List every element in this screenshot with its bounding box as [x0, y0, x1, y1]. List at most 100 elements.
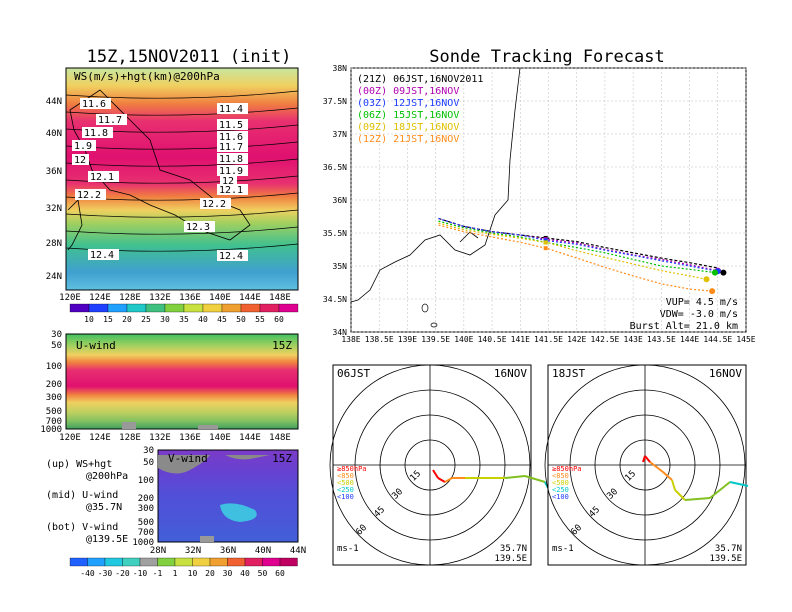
uwind-y-tick: 50	[51, 341, 62, 351]
map-y-tick: 28N	[46, 239, 62, 249]
colorbar-label: 50	[236, 315, 246, 324]
hodo-lon: 139.5E	[709, 554, 742, 564]
map-y-tick: 40N	[46, 129, 62, 139]
track-x-ticks: 138E 138.5E 139E 139.5E 140E 140.5E 141E 141.5E…	[341, 335, 755, 344]
track-x-tick: 143.5E	[647, 335, 676, 344]
terrain-mask	[198, 425, 218, 429]
track-y-tick: 37.5N	[323, 97, 347, 106]
hodo-lat: 35.7N	[715, 544, 742, 554]
legend-line: @139.5E	[86, 534, 128, 545]
colorbar-swatch	[202, 303, 223, 313]
track-y-tick: 37N	[333, 130, 348, 139]
track-y-tick: 38N	[333, 64, 348, 73]
sonde-track	[438, 220, 716, 274]
colorbar-label: 45	[217, 315, 227, 324]
legend-line: @35.7N	[86, 502, 122, 513]
map-x-tick: 120E	[59, 293, 81, 303]
colorbar-label: -20	[115, 569, 130, 578]
hgt-label: 12.4	[219, 251, 243, 262]
map-x-tick: 148E	[269, 293, 291, 303]
hgt-label: 11.8	[219, 154, 243, 165]
uwind-x-tick: 148E	[269, 433, 291, 443]
launch-legend-entry: (06Z) 15JST,16NOV	[357, 110, 459, 121]
panel-legend: (up) WS+hgt@200hPa (mid) U-wind@35.7N (bot…	[46, 459, 128, 545]
landing-point	[703, 276, 710, 283]
hodo-segment	[729, 481, 749, 487]
hodo-segment	[437, 477, 446, 483]
track-x-tick: 138E	[341, 335, 360, 344]
colorbar-swatch	[122, 557, 141, 567]
hodo-time: 06JST	[337, 367, 370, 380]
hgt-label: 11.4	[219, 104, 243, 115]
vwind-y-tick: 30	[143, 446, 154, 456]
map-x-tick: 128E	[119, 293, 141, 303]
v-anomaly	[225, 455, 270, 460]
hodo-time: 18JST	[552, 367, 585, 380]
uwind-x-tick: 132E	[149, 433, 171, 443]
sonde-track	[438, 217, 718, 272]
hodo-lat: 35.7N	[500, 544, 527, 554]
colorbar-swatch	[227, 557, 246, 567]
legend-line: (bot) V-wind	[46, 522, 118, 533]
level-legend: <100	[337, 493, 354, 501]
uwind-y-tick: 1000	[40, 425, 62, 435]
hgt-label: 11.7	[219, 142, 243, 153]
colorbar-swatch	[244, 557, 263, 567]
track-x-tick: 145E	[736, 335, 755, 344]
level-legend: ≥850hPa	[337, 465, 367, 473]
colorbar-swatch	[104, 557, 123, 567]
honshu-coastline	[350, 67, 521, 303]
colorbar-label: 60	[274, 315, 284, 324]
vwind-y-tick: 100	[138, 476, 154, 486]
colorbar-swatch	[164, 303, 185, 313]
level-legend: <100	[552, 493, 569, 501]
hgt-contour	[65, 90, 299, 99]
uwind-x-tick: 124E	[89, 433, 111, 443]
map-y-tick: 36N	[46, 167, 62, 177]
legend-line: @200hPa	[86, 471, 128, 482]
hodo-segment	[674, 489, 686, 501]
hgt-label-box	[82, 127, 113, 138]
hgt-label-box	[217, 141, 248, 152]
burst-marker	[543, 240, 548, 245]
colorbar-swatch	[69, 557, 88, 567]
uwind-x-tick: 128E	[119, 433, 141, 443]
map-x-tick: 140E	[209, 293, 231, 303]
v-colorbar: -40 -30 -20 -10 -1 1 10 20 30 40 50 60	[69, 557, 298, 578]
colorbar-swatch	[259, 303, 280, 313]
hgt-label-box	[217, 165, 248, 176]
launch-legend-entry: (03Z) 12JST,16NOV	[357, 98, 459, 109]
track-y-tick: 34N	[333, 328, 348, 337]
vwind-y-tick: 700	[138, 528, 154, 538]
hgt-label: 1.9	[74, 141, 92, 152]
colorbar-swatch	[240, 303, 261, 313]
hgt-label-box	[220, 175, 237, 186]
track-x-tick: 142E	[567, 335, 586, 344]
colorbar-swatch	[69, 303, 90, 313]
sonde-track	[438, 217, 724, 274]
hgt-label: 12.4	[90, 250, 114, 261]
izu-coast	[459, 231, 479, 243]
track-y-tick: 35.5N	[323, 229, 347, 238]
hgt-label-box	[184, 221, 215, 232]
track-x-tick: 144.5E	[703, 335, 732, 344]
level-legend: ≥850hPa	[552, 465, 582, 473]
track-x-tick: 140E	[454, 335, 473, 344]
hgt-label: 11.8	[84, 128, 108, 139]
vwind-label: V-wind	[168, 452, 208, 465]
track-y-tick: 36.5N	[323, 163, 347, 172]
hgt-label: 12.2	[202, 199, 226, 210]
launch-legend: (21Z) 06JST,16NOV2011(00Z) 09JST,16NOV(0…	[357, 74, 483, 145]
vwind-time: 15Z	[272, 452, 292, 465]
map-label: WS(m/s)+hgt(km)@200hPa	[74, 70, 220, 83]
hgt-label-box	[72, 140, 96, 151]
hgt-label-box	[217, 119, 248, 130]
hgt-label: 12	[222, 176, 234, 187]
hgt-label: 11.6	[219, 132, 243, 143]
v-anomaly	[220, 503, 257, 522]
